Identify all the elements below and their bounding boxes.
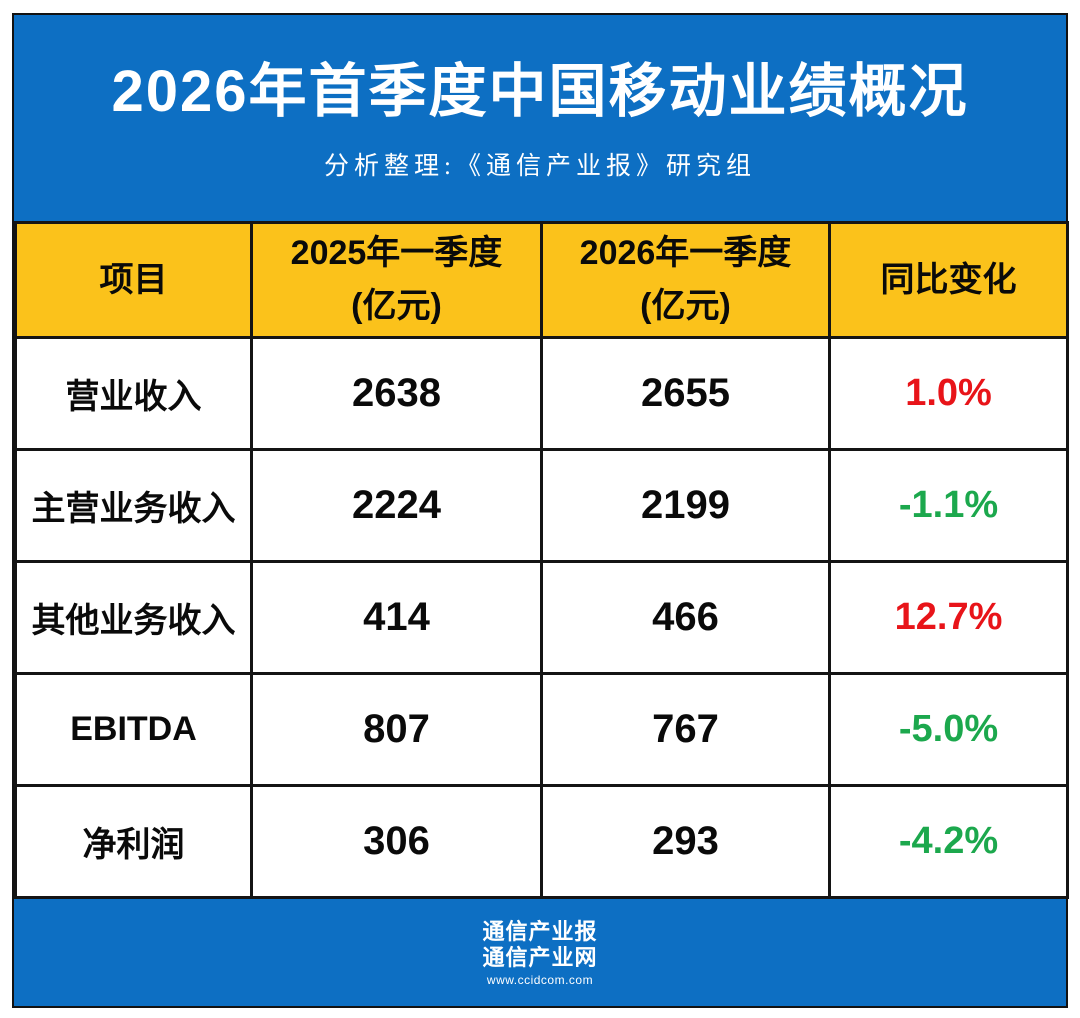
table-body: 营业收入 2638 2655 1.0% 主营业务收入 2224 2199 -1.… <box>14 336 1069 899</box>
cell-change-value: -1.1% <box>828 448 1069 563</box>
cell-change-value: -5.0% <box>828 672 1069 787</box>
footer-brand-web: 通信产业网 <box>482 944 598 970</box>
column-header-line: 项目 <box>99 260 168 299</box>
header-banner: 2026年首季度中国移动业绩概况 分析整理:《通信产业报》研究组 <box>14 15 1066 221</box>
cell-2025-value: 2638 <box>250 336 543 451</box>
cell-change-value: 1.0% <box>828 336 1069 451</box>
cell-item: 其他业务收入 <box>14 560 253 675</box>
page-title: 2026年首季度中国移动业绩概况 <box>111 59 969 125</box>
cell-2026-value: 2655 <box>540 336 831 451</box>
cell-2026-value: 2199 <box>540 448 831 563</box>
cell-2025-value: 306 <box>250 784 543 899</box>
table-header: 项目 2025年一季度 (亿元) 2026年一季度 (亿元) 同比变化 <box>14 221 1069 339</box>
cell-2026-value: 293 <box>540 784 831 899</box>
column-header-2026: 2026年一季度 (亿元) <box>540 221 831 339</box>
cell-2025-value: 2224 <box>250 448 543 563</box>
cell-change-value: 12.7% <box>828 560 1069 675</box>
cell-item: 主营业务收入 <box>14 448 253 563</box>
column-header-unit: (亿元) <box>351 287 442 325</box>
column-header-unit: (亿元) <box>640 287 731 325</box>
column-header-2025: 2025年一季度 (亿元) <box>250 221 543 339</box>
table-row: EBITDA 807 767 -5.0% <box>14 672 1069 787</box>
cell-change-value: -4.2% <box>828 784 1069 899</box>
table-row: 其他业务收入 414 466 12.7% <box>14 560 1069 675</box>
table-header-row: 项目 2025年一季度 (亿元) 2026年一季度 (亿元) 同比变化 <box>14 221 1069 339</box>
cell-2025-value: 807 <box>250 672 543 787</box>
column-header-item: 项目 <box>14 221 253 339</box>
performance-table: 项目 2025年一季度 (亿元) 2026年一季度 (亿元) 同比变化 营业收入… <box>14 221 1069 899</box>
footer-brand-paper: 通信产业报 <box>482 918 598 944</box>
column-header-change: 同比变化 <box>828 221 1069 339</box>
cell-2026-value: 466 <box>540 560 831 675</box>
cell-item: 净利润 <box>14 784 253 899</box>
column-header-line: 同比变化 <box>880 260 1017 299</box>
column-header-line: 2026年一季度 <box>579 234 792 273</box>
column-header-line: 2025年一季度 <box>290 234 503 273</box>
footer-website: www.ccidcom.com <box>486 972 594 987</box>
table-row: 营业收入 2638 2655 1.0% <box>14 336 1069 451</box>
footer-banner: 通信产业报 通信产业网 www.ccidcom.com <box>14 899 1066 1006</box>
cell-2025-value: 414 <box>250 560 543 675</box>
cell-item: EBITDA <box>14 672 253 787</box>
table-row: 净利润 306 293 -4.2% <box>14 784 1069 899</box>
cell-item: 营业收入 <box>14 336 253 451</box>
table-row: 主营业务收入 2224 2199 -1.1% <box>14 448 1069 563</box>
page-subtitle: 分析整理:《通信产业报》研究组 <box>324 152 756 180</box>
infographic-frame: 2026年首季度中国移动业绩概况 分析整理:《通信产业报》研究组 项目 2025… <box>12 13 1069 1008</box>
cell-2026-value: 767 <box>540 672 831 787</box>
